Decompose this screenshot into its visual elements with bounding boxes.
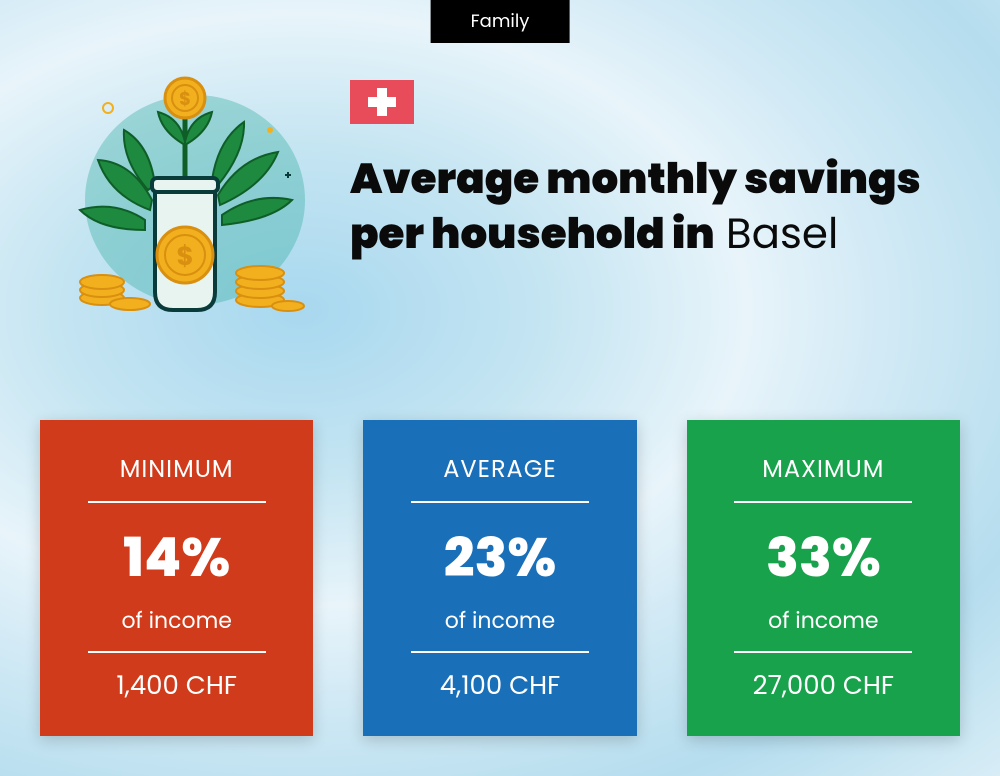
page-title: Average monthly savings per household in… [350, 152, 960, 261]
hero-text-block: Average monthly savings per household in… [350, 60, 960, 261]
category-tag: Family [431, 0, 570, 43]
divider [88, 501, 266, 503]
card-percent: 14% [68, 517, 285, 598]
divider [88, 651, 266, 653]
title-city: Basel [726, 204, 838, 263]
card-sub: of income [68, 604, 285, 637]
card-label: MINIMUM [68, 452, 285, 487]
savings-illustration: $ $ [60, 60, 310, 320]
card-amount: 4,100 CHF [391, 667, 608, 706]
hero-section: $ $ Average monthly savings per househol… [60, 60, 960, 320]
divider [411, 501, 589, 503]
card-label: MAXIMUM [715, 452, 932, 487]
card-amount: 27,000 CHF [715, 667, 932, 706]
card-percent: 23% [391, 517, 608, 598]
divider [734, 501, 912, 503]
svg-text:$: $ [179, 87, 191, 112]
divider [734, 651, 912, 653]
stats-cards-row: MINIMUM 14% of income 1,400 CHF AVERAGE … [40, 420, 960, 736]
swiss-flag-icon [350, 80, 414, 124]
card-label: AVERAGE [391, 452, 608, 487]
card-maximum: MAXIMUM 33% of income 27,000 CHF [687, 420, 960, 736]
card-sub: of income [715, 604, 932, 637]
card-sub: of income [391, 604, 608, 637]
card-percent: 33% [715, 517, 932, 598]
card-minimum: MINIMUM 14% of income 1,400 CHF [40, 420, 313, 736]
card-average: AVERAGE 23% of income 4,100 CHF [363, 420, 636, 736]
divider [411, 651, 589, 653]
svg-text:$: $ [176, 239, 193, 275]
card-amount: 1,400 CHF [68, 667, 285, 706]
